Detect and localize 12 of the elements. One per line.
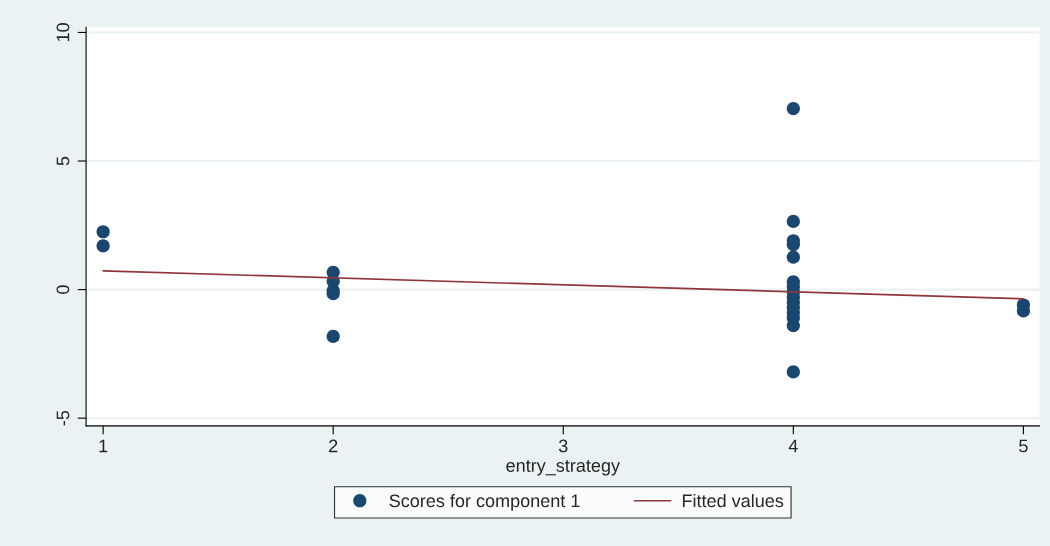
legend-label: Scores for component 1 [389, 493, 580, 511]
x-tick-label: 3 [558, 439, 568, 453]
x-tick-label: 2 [329, 439, 338, 453]
legend-label: Fitted values [682, 493, 784, 508]
x-tick-label: 5 [1019, 439, 1028, 453]
y-tick-label: -5 [56, 410, 70, 426]
y-tick-label: 0 [56, 285, 70, 294]
y-tick-label: 5 [56, 156, 70, 166]
x-tick-label: 1 [99, 439, 108, 453]
x-tick-label: 4 [788, 439, 798, 453]
x-axis-title: entry_strategy [506, 460, 620, 476]
y-tick-label: 10 [56, 23, 70, 42]
